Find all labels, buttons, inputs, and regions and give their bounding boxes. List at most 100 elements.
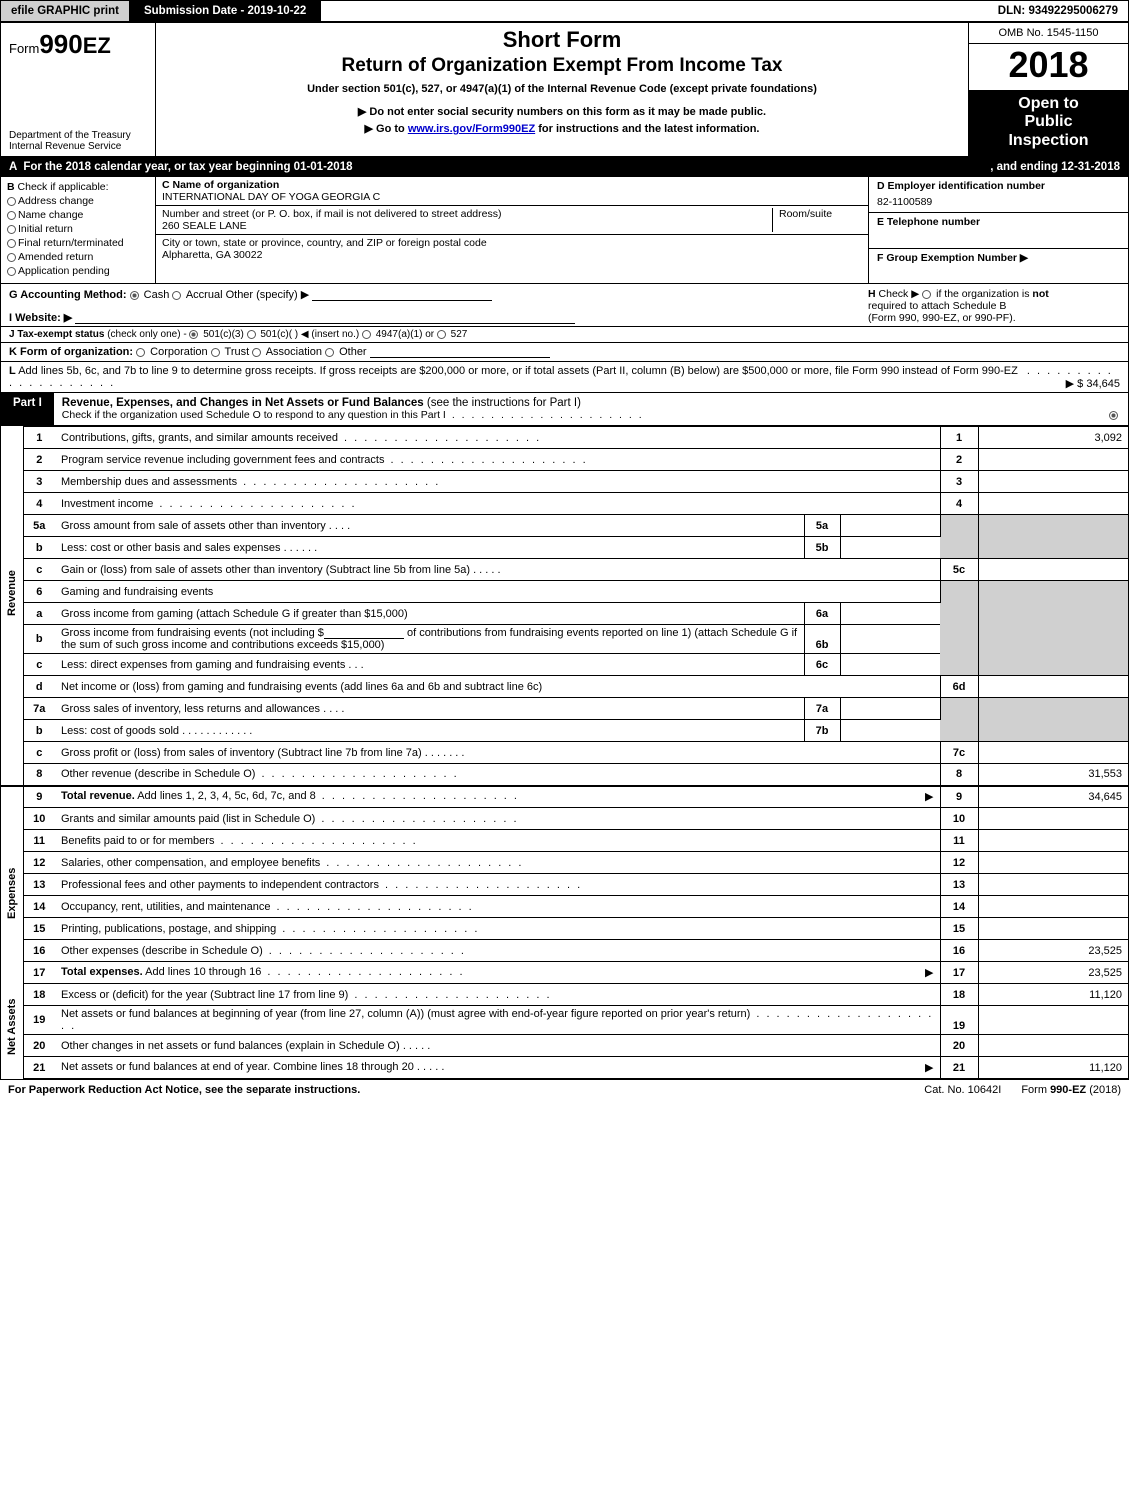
short-form-title: Short Form xyxy=(164,27,960,53)
row-18: Net Assets 18Excess or (deficit) for the… xyxy=(1,984,1128,1006)
row-street: Number and street (or P. O. box, if mail… xyxy=(156,206,868,235)
section-b-text: Check if applicable: xyxy=(18,181,109,193)
other-specify-line[interactable] xyxy=(312,300,492,301)
open-to-public: Open to Public Inspection xyxy=(969,91,1128,156)
form-prefix: Form xyxy=(9,41,39,56)
side-revenue: Revenue xyxy=(1,427,23,786)
goto-line: ▶ Go to www.irs.gov/Form990EZ for instru… xyxy=(164,122,960,135)
section-a-text: For the 2018 calendar year, or tax year … xyxy=(23,161,352,173)
row-13: 13Professional fees and other payments t… xyxy=(1,874,1128,896)
radio-assoc[interactable] xyxy=(252,348,261,357)
row-3: 3Membership dues and assessments3 xyxy=(1,471,1128,493)
row-20: 20Other changes in net assets or fund ba… xyxy=(1,1035,1128,1057)
radio-corp[interactable] xyxy=(136,348,145,357)
row-1: Revenue 1 Contributions, gifts, grants, … xyxy=(1,427,1128,449)
part1-label: Part I xyxy=(1,393,54,425)
row-19: 19Net assets or fund balances at beginni… xyxy=(1,1006,1128,1035)
ein-label: D Employer identification number xyxy=(877,180,1045,192)
section-i: I Website: ▶ xyxy=(9,311,860,324)
chk-final-return[interactable]: Final return/terminated xyxy=(7,237,149,249)
row-8: 8Other revenue (describe in Schedule O)8… xyxy=(1,764,1128,786)
row-10: Expenses 10Grants and similar amounts pa… xyxy=(1,808,1128,830)
chk-amended-return[interactable]: Amended return xyxy=(7,251,149,263)
section-b-label: B xyxy=(7,181,15,193)
form-number: Form990EZ xyxy=(9,29,147,60)
section-a-ending: , and ending 12-31-2018 xyxy=(990,161,1120,173)
radio-accrual[interactable] xyxy=(172,291,181,300)
chk-application-pending[interactable]: Application pending xyxy=(7,265,149,277)
row-4: 4Investment income4 xyxy=(1,493,1128,515)
section-g: G Accounting Method: Cash Accrual Other … xyxy=(9,288,860,301)
form-990: 990 xyxy=(39,29,82,59)
ein-value: 82-1100589 xyxy=(877,196,1120,208)
chk-name-change[interactable]: Name change xyxy=(7,209,149,221)
footer: For Paperwork Reduction Act Notice, see … xyxy=(0,1080,1129,1100)
part1-subtitle: Check if the organization used Schedule … xyxy=(62,409,1120,421)
return-title: Return of Organization Exempt From Incom… xyxy=(164,55,960,77)
l-amount: ▶ $ 34,645 xyxy=(1066,377,1120,390)
irs-link[interactable]: www.irs.gov/Form990EZ xyxy=(408,123,535,135)
radio-501c[interactable] xyxy=(247,330,256,339)
form-ez: EZ xyxy=(83,33,111,58)
row-city: City or town, state or province, country… xyxy=(156,235,868,263)
accounting-label: G Accounting Method: xyxy=(9,289,127,301)
section-l: L Add lines 5b, 6c, and 7b to line 9 to … xyxy=(1,362,1128,393)
chk-address-change[interactable]: Address change xyxy=(7,195,149,207)
name-label: C Name of organization xyxy=(162,179,279,191)
radio-527[interactable] xyxy=(437,330,446,339)
header-center: Short Form Return of Organization Exempt… xyxy=(156,23,968,156)
section-d: D Employer identification number 82-1100… xyxy=(869,177,1128,213)
radio-trust[interactable] xyxy=(211,348,220,357)
k-text: Corporation Trust Association Other xyxy=(136,346,367,358)
submission-date-label: Submission Date - 2019-10-22 xyxy=(130,1,321,21)
row-12: 12Salaries, other compensation, and empl… xyxy=(1,852,1128,874)
section-j: J Tax-exempt status (check only one) - 5… xyxy=(1,326,1128,343)
radio-other-org[interactable] xyxy=(325,348,334,357)
name-value: INTERNATIONAL DAY OF YOGA GEORGIA C xyxy=(162,191,862,203)
row-5c: cGain or (loss) from sale of assets othe… xyxy=(1,559,1128,581)
website-label: I Website: ▶ xyxy=(9,312,72,324)
info-block: B Check if applicable: Address change Na… xyxy=(1,177,1128,284)
website-line[interactable] xyxy=(75,323,575,324)
h-text2: required to attach Schedule B xyxy=(868,300,1120,312)
row-16: 16Other expenses (describe in Schedule O… xyxy=(1,940,1128,962)
k-label: K Form of organization: xyxy=(9,346,133,358)
radio-cash[interactable] xyxy=(130,291,139,300)
radio-501c3[interactable] xyxy=(189,330,198,339)
dln-label: DLN: 93492295006279 xyxy=(988,1,1128,21)
section-h: H Check ▶ if the organization is not req… xyxy=(860,288,1120,324)
radio-4947[interactable] xyxy=(362,330,371,339)
section-e: E Telephone number xyxy=(869,213,1128,249)
row-6: 6Gaming and fundraising events xyxy=(1,581,1128,603)
dept-line1: Department of the Treasury xyxy=(9,130,147,141)
city-label: City or town, state or province, country… xyxy=(162,237,487,249)
header-left: Form990EZ Department of the Treasury Int… xyxy=(1,23,156,156)
omb-number: OMB No. 1545-1150 xyxy=(969,23,1128,44)
j-label: J Tax-exempt status xyxy=(9,329,104,340)
chk-initial-return[interactable]: Initial return xyxy=(7,223,149,235)
schedule-o-check[interactable] xyxy=(1109,411,1118,420)
header-right: OMB No. 1545-1150 2018 Open to Public In… xyxy=(968,23,1128,156)
row-17: 17Total expenses. Add lines 10 through 1… xyxy=(1,962,1128,984)
side-netassets: Net Assets xyxy=(1,984,23,1079)
gih-left: G Accounting Method: Cash Accrual Other … xyxy=(9,288,860,324)
accounting-options: Cash xyxy=(141,289,173,301)
section-b: B Check if applicable: Address change Na… xyxy=(1,177,156,283)
goto-suffix: for instructions and the latest informat… xyxy=(535,123,759,135)
open-l1: Open to xyxy=(973,95,1124,113)
row-9: 9Total revenue. Add lines 1, 2, 3, 4, 5c… xyxy=(1,786,1128,808)
room-label: Room/suite xyxy=(779,208,832,220)
section-def: D Employer identification number 82-1100… xyxy=(868,177,1128,283)
row-name: C Name of organization INTERNATIONAL DAY… xyxy=(156,177,868,206)
row-11: 11Benefits paid to or for members11 xyxy=(1,830,1128,852)
row-14: 14Occupancy, rent, utilities, and mainte… xyxy=(1,896,1128,918)
phone-label: E Telephone number xyxy=(877,216,980,228)
tax-year: 2018 xyxy=(969,44,1128,91)
l-label: L xyxy=(9,365,16,377)
top-bar: efile GRAPHIC print Submission Date - 20… xyxy=(1,1,1128,23)
footer-form: Form 990-EZ (2018) xyxy=(1021,1084,1121,1096)
subtitle: Under section 501(c), 527, or 4947(a)(1)… xyxy=(164,83,960,95)
goto-prefix: ▶ Go to xyxy=(365,123,408,135)
other-org-line[interactable] xyxy=(370,357,550,358)
radio-schedule-b[interactable] xyxy=(922,290,931,299)
